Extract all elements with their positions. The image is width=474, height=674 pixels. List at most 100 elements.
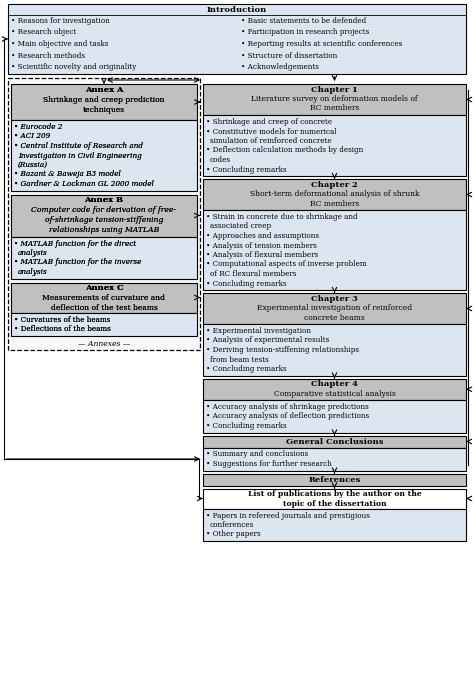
Text: Shrinkage and creep prediction: Shrinkage and creep prediction [43,96,165,104]
Text: Annex B: Annex B [84,197,124,204]
Bar [11,282,197,313]
Bar [11,313,197,336]
Text: • Reasons for investigation: • Reasons for investigation [11,17,110,25]
Text: • Gardner & Lockman GL 2000 model: • Gardner & Lockman GL 2000 model [14,180,154,188]
Text: • Research methods: • Research methods [11,51,85,59]
Text: • Main objective and tasks: • Main objective and tasks [11,40,109,48]
Text: • Accuracy analysis of deflection predictions: • Accuracy analysis of deflection predic… [206,412,369,421]
Text: Computer code for derivation of free-: Computer code for derivation of free- [31,206,176,214]
Text: codes: codes [210,156,231,164]
Text: • Basic statements to be defended: • Basic statements to be defended [241,17,366,25]
Text: • Summary and conclusions: • Summary and conclusions [206,450,308,458]
Text: associated creep: associated creep [210,222,271,231]
Text: • Scientific novelty and originality: • Scientific novelty and originality [11,63,137,71]
Text: • Accuracy analysis of shrinkage predictions: • Accuracy analysis of shrinkage predict… [206,403,369,411]
Text: (Russia): (Russia) [18,161,48,169]
Text: • Central Institute of Research and: • Central Institute of Research and [14,142,143,150]
Text: • MATLAB function for the inverse: • MATLAB function for the inverse [14,259,141,266]
Bar [203,379,466,400]
Text: Annex C: Annex C [85,284,123,293]
Text: • Suggestions for further research: • Suggestions for further research [206,460,332,468]
Text: RC members: RC members [310,200,359,208]
Text: Annex B: Annex B [84,197,124,204]
Text: conferences: conferences [210,521,254,529]
Bar [11,120,197,191]
Bar [11,84,197,120]
Text: • Curvatures of the beams: • Curvatures of the beams [14,315,110,324]
Text: Chapter 3: Chapter 3 [311,295,358,303]
Text: • Bazant & Baweja B3 model: • Bazant & Baweja B3 model [14,171,121,179]
Text: Chapter 2: Chapter 2 [311,181,358,189]
Text: Annex C: Annex C [85,284,123,293]
Text: RC members: RC members [310,104,359,113]
Bar [203,324,466,375]
Text: from beam tests: from beam tests [210,355,269,363]
Text: List of publications by the author on the: List of publications by the author on th… [247,491,421,499]
Bar [11,282,197,313]
Text: References: References [308,475,361,483]
Text: • Concluding remarks: • Concluding remarks [206,166,287,173]
Text: • Other papers: • Other papers [206,530,261,539]
Text: Experimental investigation of reinforced: Experimental investigation of reinforced [257,304,412,312]
Text: relationships using MATLAB: relationships using MATLAB [49,226,159,233]
Text: Investigation in Civil Engineering: Investigation in Civil Engineering [18,152,142,160]
Text: Introduction: Introduction [207,6,267,14]
Text: • Shrinkage and creep of concrete: • Shrinkage and creep of concrete [206,118,332,126]
Text: analysis: analysis [18,249,48,257]
Text: Annex A: Annex A [85,86,123,94]
Text: • ACI 209: • ACI 209 [14,133,50,140]
Text: • Constitutive models for numerical: • Constitutive models for numerical [206,127,337,135]
Text: analysis: analysis [18,249,48,257]
Text: simulation of reinforced concrete: simulation of reinforced concrete [210,137,332,145]
Text: • Analysis of tension members: • Analysis of tension members [206,241,317,249]
Text: of-shrinkage tension-stiffening: of-shrinkage tension-stiffening [45,216,163,224]
Text: • Experimental investigation: • Experimental investigation [206,327,311,335]
Bar [203,115,466,176]
Text: deflection of the test beams: deflection of the test beams [51,305,157,313]
Bar [203,84,466,115]
Text: • Bazant & Baweja B3 model: • Bazant & Baweja B3 model [14,171,121,179]
Text: Annex A: Annex A [85,86,123,94]
Text: deflection of the test beams: deflection of the test beams [51,305,157,313]
Text: • Deflection calculation methods by design: • Deflection calculation methods by desi… [206,146,363,154]
Text: • Analysis of flexural members: • Analysis of flexural members [206,251,318,259]
Text: • Central Institute of Research and: • Central Institute of Research and [14,142,143,150]
Text: • Deriving tension-stiffening relationships: • Deriving tension-stiffening relationsh… [206,346,359,354]
Text: topic of the dissertation: topic of the dissertation [283,500,386,508]
Bar [8,4,466,74]
Text: Comparative statistical analysis: Comparative statistical analysis [273,390,395,398]
Text: Measurements of curvature and: Measurements of curvature and [43,295,165,303]
Bar [203,179,466,210]
Text: General Conclusions: General Conclusions [286,437,383,446]
Text: • Concluding remarks: • Concluding remarks [206,280,287,288]
Text: • Deflections of the beams: • Deflections of the beams [14,325,111,333]
Text: • MATLAB function for the direct: • MATLAB function for the direct [14,239,136,247]
Text: techniques: techniques [83,106,125,114]
Bar [11,237,197,278]
Text: • Curvatures of the beams: • Curvatures of the beams [14,315,110,324]
Bar [203,435,466,448]
Bar [203,508,466,541]
Text: Investigation in Civil Engineering: Investigation in Civil Engineering [18,152,142,160]
Bar [11,237,197,278]
Text: • Deflections of the beams: • Deflections of the beams [14,325,111,333]
Text: • Concluding remarks: • Concluding remarks [206,365,287,373]
Text: of-shrinkage tension-stiffening: of-shrinkage tension-stiffening [45,216,163,224]
Text: • Strain in concrete due to shrinkage and: • Strain in concrete due to shrinkage an… [206,213,357,221]
Text: relationships using MATLAB: relationships using MATLAB [49,226,159,233]
Text: Measurements of curvature and: Measurements of curvature and [43,295,165,303]
Text: Computer code for derivation of free-: Computer code for derivation of free- [31,206,176,214]
Text: Chapter 4: Chapter 4 [311,381,358,388]
Text: • Computational aspects of inverse problem: • Computational aspects of inverse probl… [206,260,366,268]
Text: • Gardner & Lockman GL 2000 model: • Gardner & Lockman GL 2000 model [14,180,154,188]
Text: (Russia): (Russia) [18,161,48,169]
Text: • Concluding remarks: • Concluding remarks [206,422,287,430]
Text: techniques: techniques [83,106,125,114]
Text: of RC flexural members: of RC flexural members [210,270,296,278]
Bar [11,195,197,237]
Text: • MATLAB function for the inverse: • MATLAB function for the inverse [14,259,141,266]
Bar [203,489,466,508]
Bar [11,84,197,120]
Text: • Structure of dissertation: • Structure of dissertation [241,51,337,59]
Bar [11,195,197,237]
